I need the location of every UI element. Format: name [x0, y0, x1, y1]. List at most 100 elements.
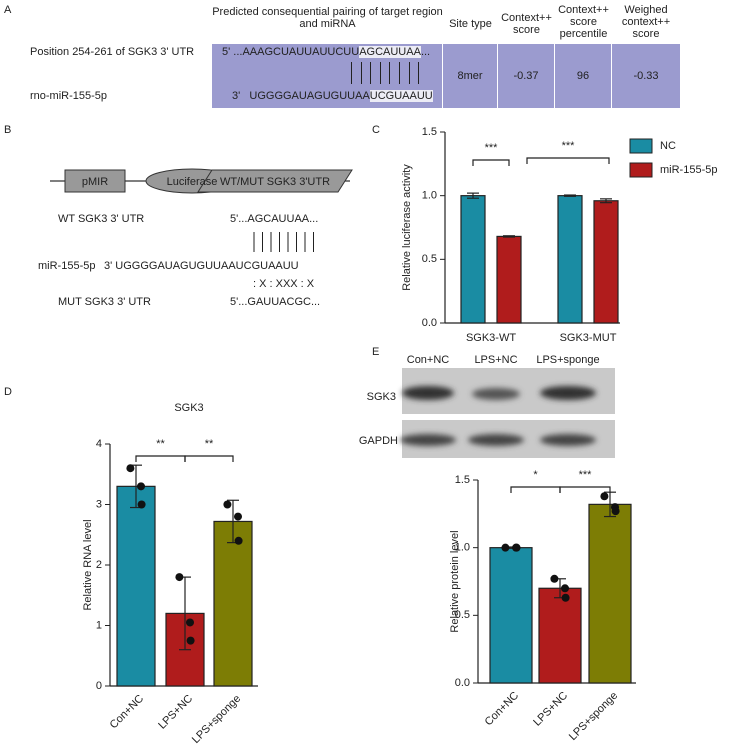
x-tick-label: Con+NC	[483, 690, 522, 729]
y-axis-label: Relative luciferase activity	[401, 164, 413, 291]
row-label: GAPDH	[359, 435, 398, 447]
panel-label: D	[4, 386, 12, 398]
bar	[213, 520, 253, 687]
element-label: Luciferase	[167, 176, 218, 188]
sequence-label: MUT SGK3 3' UTR	[58, 296, 151, 308]
mirna-sequence: 3' UGGGGAUAGUGUUAAUCGUAAUU	[232, 90, 433, 102]
sequence-part: ...	[420, 46, 431, 58]
base-pairing	[351, 62, 431, 84]
blot-band	[400, 434, 456, 446]
table-header: Predicted consequential pairing of targe…	[212, 6, 443, 30]
y-tick-label: 1	[96, 619, 102, 631]
y-tick-label: 0.5	[422, 253, 437, 265]
data-point	[186, 636, 195, 645]
element-label: pMIR	[82, 176, 108, 188]
blot-band	[472, 388, 520, 400]
construct-diagram: pMIR Luciferase WT/MUT SGK3 3'UTR WT SGK…	[38, 168, 353, 308]
legend-label: NC	[660, 140, 676, 152]
pair-stroke	[408, 62, 410, 84]
y-tick-label: 1.5	[455, 474, 470, 486]
data-point	[501, 543, 510, 552]
bar	[489, 547, 533, 684]
lane-label: Con+NC	[407, 354, 450, 366]
significance-bracket	[135, 455, 186, 462]
sequence-label: miR-155-5p	[38, 260, 95, 272]
sequence: 5'...AGCAUUAA...	[230, 213, 318, 225]
y-tick-label: 2	[96, 559, 102, 571]
data-point	[234, 536, 243, 545]
bar	[593, 200, 619, 324]
y-tick-label: 0.0	[422, 317, 437, 329]
legend-swatch	[629, 138, 653, 154]
base-pairing	[253, 232, 314, 252]
utr-box	[197, 169, 353, 193]
y-tick-label: 0.0	[455, 677, 470, 689]
legend-swatch	[629, 162, 653, 178]
significance-bracket	[559, 486, 611, 493]
sequence: 5'...GAUUACGC...	[230, 296, 320, 308]
significance-label: **	[205, 438, 214, 450]
y-tick-label: 0	[96, 680, 102, 692]
x-tick-label: SGK3-MUT	[560, 332, 617, 344]
panel-label: B	[4, 124, 11, 136]
panel-label: A	[4, 4, 12, 16]
seed-site: UCGUAAUU	[369, 90, 433, 102]
legend-label: miR-155-5p	[660, 164, 717, 176]
data-point	[561, 593, 570, 602]
pair-stroke	[370, 62, 372, 84]
table-cell: -0.37	[498, 44, 554, 108]
data-point	[126, 464, 135, 473]
bar	[116, 485, 156, 687]
data-point	[550, 574, 559, 583]
y-tick-label: 1.5	[422, 126, 437, 138]
significance-bracket	[510, 486, 561, 493]
chart-title: SGK3	[174, 402, 203, 414]
table-header: Context++ score percentile	[558, 4, 609, 40]
lane-label: LPS+sponge	[536, 354, 599, 366]
data-point	[234, 512, 242, 521]
row-label: Position 254-261 of SGK3 3' UTR	[30, 46, 195, 58]
bar	[538, 587, 582, 684]
y-tick-label: 3	[96, 498, 102, 510]
data-point	[175, 573, 184, 582]
row-label: SGK3	[367, 391, 396, 403]
sequence-part: 3' UGGGGAUAGUGUUAA	[232, 90, 370, 102]
data-point	[186, 618, 194, 627]
element-label: WT/MUT SGK3 3'UTR	[220, 176, 330, 188]
table-header: Site type	[449, 18, 492, 30]
bar	[588, 503, 632, 684]
blot-band	[540, 386, 596, 400]
significance-label: *	[533, 469, 538, 481]
blot-band	[540, 434, 596, 446]
significance-label: ***	[485, 142, 499, 154]
x-tick-label: Con+NC	[108, 693, 147, 732]
pair-stroke	[418, 62, 420, 84]
bar	[557, 195, 583, 324]
y-axis-label: Relative protein level	[449, 530, 461, 632]
significance-label: ***	[562, 140, 576, 152]
western-blot: Con+NC LPS+NC LPS+sponge SGK3 GAPDH	[359, 354, 615, 458]
seed-site: AGCAUUAA	[359, 46, 421, 58]
table-header: Weighed context++ score	[621, 4, 671, 40]
data-point	[561, 584, 569, 593]
significance-label: **	[156, 438, 165, 450]
y-tick-label: 4	[96, 438, 102, 450]
data-point	[137, 500, 146, 509]
bar	[496, 235, 522, 324]
panel-label: E	[372, 346, 379, 358]
target-sequence: 5' ...AAAGCUAUUAUUCUUAGCAUUAA...	[222, 46, 430, 58]
table-cell: -0.33	[612, 44, 680, 108]
x-tick-label: LPS+NC	[531, 690, 570, 729]
table-cell: 96	[555, 44, 611, 108]
significance-bracket	[472, 159, 510, 166]
sequence: 3' UGGGGAUAGUGUUAAUCGUAAUU	[104, 260, 299, 272]
blot-band	[402, 386, 454, 400]
significance-bracket	[526, 157, 610, 164]
blot-band	[468, 434, 524, 446]
pmir-box	[64, 169, 126, 193]
y-tick-label: 1.0	[422, 190, 437, 202]
sequence-label: WT SGK3 3' UTR	[58, 213, 144, 225]
table-header: Context++ score	[501, 12, 552, 36]
